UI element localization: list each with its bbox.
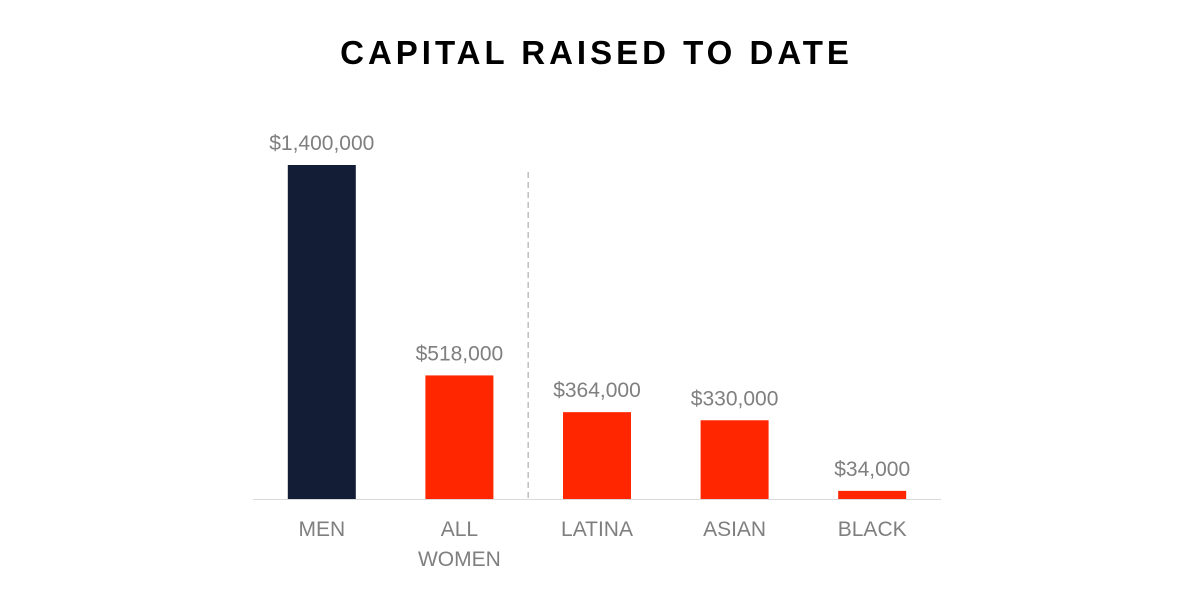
category-label-line: ALL [441, 518, 478, 541]
value-label-black: $34,000 [834, 458, 910, 481]
category-label-line: BLACK [838, 518, 907, 541]
category-label-line: MEN [298, 518, 345, 541]
value-labels-group: $1,400,000 $518,000 $364,000 $330,000 $34,00… [269, 132, 910, 481]
bars-group [287, 165, 907, 499]
value-label-all-women: $518,000 [416, 342, 504, 365]
category-labels-group: MEN ALL WOMEN LATINA ASIAN BLACK [298, 518, 906, 571]
category-label-black: BLACK [838, 518, 907, 541]
category-label-line: WOMEN [418, 548, 501, 571]
category-label-all-women: ALL WOMEN [418, 518, 501, 571]
category-label-men: MEN [298, 518, 345, 541]
category-label-line: ASIAN [703, 518, 766, 541]
value-label-men: $1,400,000 [269, 132, 374, 155]
category-label-line: LATINA [561, 518, 633, 541]
value-label-asian: $330,000 [691, 387, 779, 410]
chart-title: CAPITAL RAISED TO DATE [340, 34, 853, 71]
value-label-latina: $364,000 [553, 379, 641, 402]
category-label-latina: LATINA [561, 518, 633, 541]
bar-men [287, 165, 356, 499]
bar-asian [700, 420, 769, 499]
bar-black [838, 490, 907, 499]
category-label-asian: ASIAN [703, 518, 766, 541]
bar-latina [563, 412, 631, 499]
bar-all-women [425, 375, 494, 499]
